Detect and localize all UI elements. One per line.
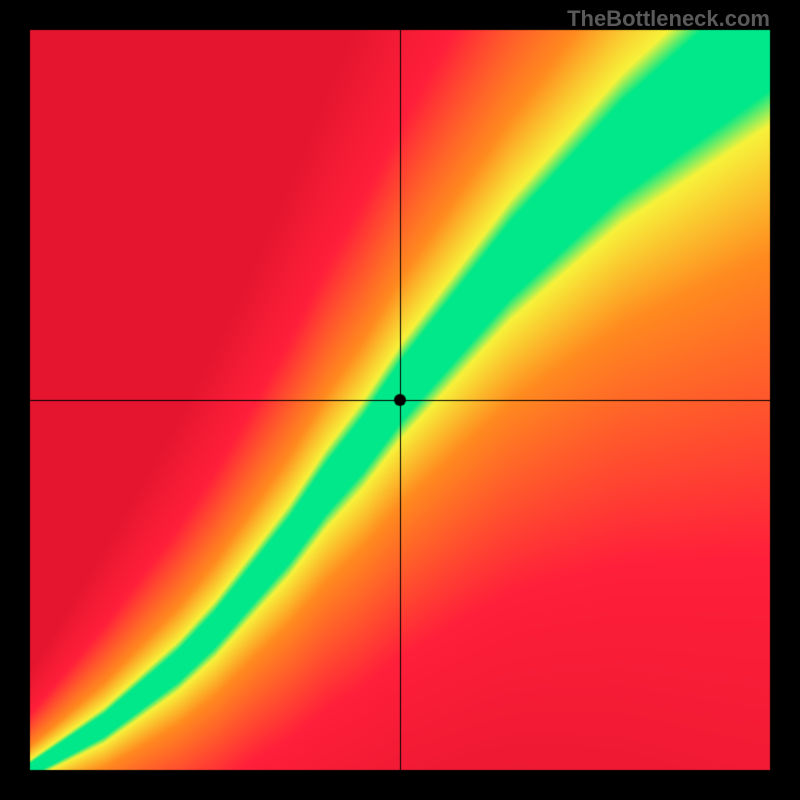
bottleneck-heatmap	[0, 0, 800, 800]
watermark: TheBottleneck.com	[567, 6, 770, 32]
